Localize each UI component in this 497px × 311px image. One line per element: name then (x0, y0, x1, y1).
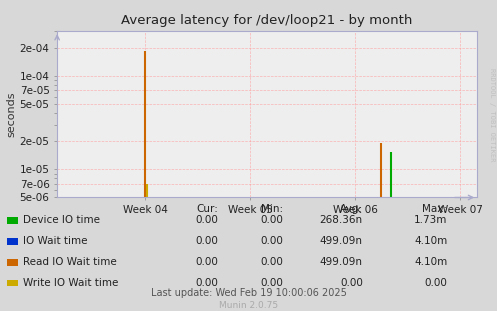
Text: 499.09n: 499.09n (320, 236, 363, 246)
Text: IO Wait time: IO Wait time (23, 236, 87, 246)
Text: 0.00: 0.00 (196, 257, 219, 267)
Text: Munin 2.0.75: Munin 2.0.75 (219, 301, 278, 310)
Text: 4.10m: 4.10m (414, 257, 447, 267)
Text: 268.36n: 268.36n (320, 216, 363, 225)
Text: 0.00: 0.00 (196, 216, 219, 225)
Text: 0.00: 0.00 (196, 236, 219, 246)
Title: Average latency for /dev/loop21 - by month: Average latency for /dev/loop21 - by mon… (121, 14, 413, 27)
Text: 0.00: 0.00 (424, 278, 447, 288)
Text: 0.00: 0.00 (260, 257, 283, 267)
Text: 4.10m: 4.10m (414, 236, 447, 246)
Text: 0.00: 0.00 (260, 278, 283, 288)
Text: Avg:: Avg: (340, 204, 363, 214)
Y-axis label: seconds: seconds (7, 91, 17, 137)
Text: 0.00: 0.00 (260, 216, 283, 225)
Text: RRDTOOL / TOBI OETIKER: RRDTOOL / TOBI OETIKER (489, 68, 495, 162)
Text: 499.09n: 499.09n (320, 257, 363, 267)
Text: Last update: Wed Feb 19 10:00:06 2025: Last update: Wed Feb 19 10:00:06 2025 (151, 288, 346, 298)
Text: Max:: Max: (422, 204, 447, 214)
Text: Min:: Min: (261, 204, 283, 214)
Text: 0.00: 0.00 (196, 278, 219, 288)
Text: 0.00: 0.00 (260, 236, 283, 246)
Text: 1.73m: 1.73m (414, 216, 447, 225)
Text: Write IO Wait time: Write IO Wait time (23, 278, 118, 288)
Text: Cur:: Cur: (197, 204, 219, 214)
Text: 0.00: 0.00 (340, 278, 363, 288)
Text: Read IO Wait time: Read IO Wait time (23, 257, 117, 267)
Text: Device IO time: Device IO time (23, 216, 100, 225)
